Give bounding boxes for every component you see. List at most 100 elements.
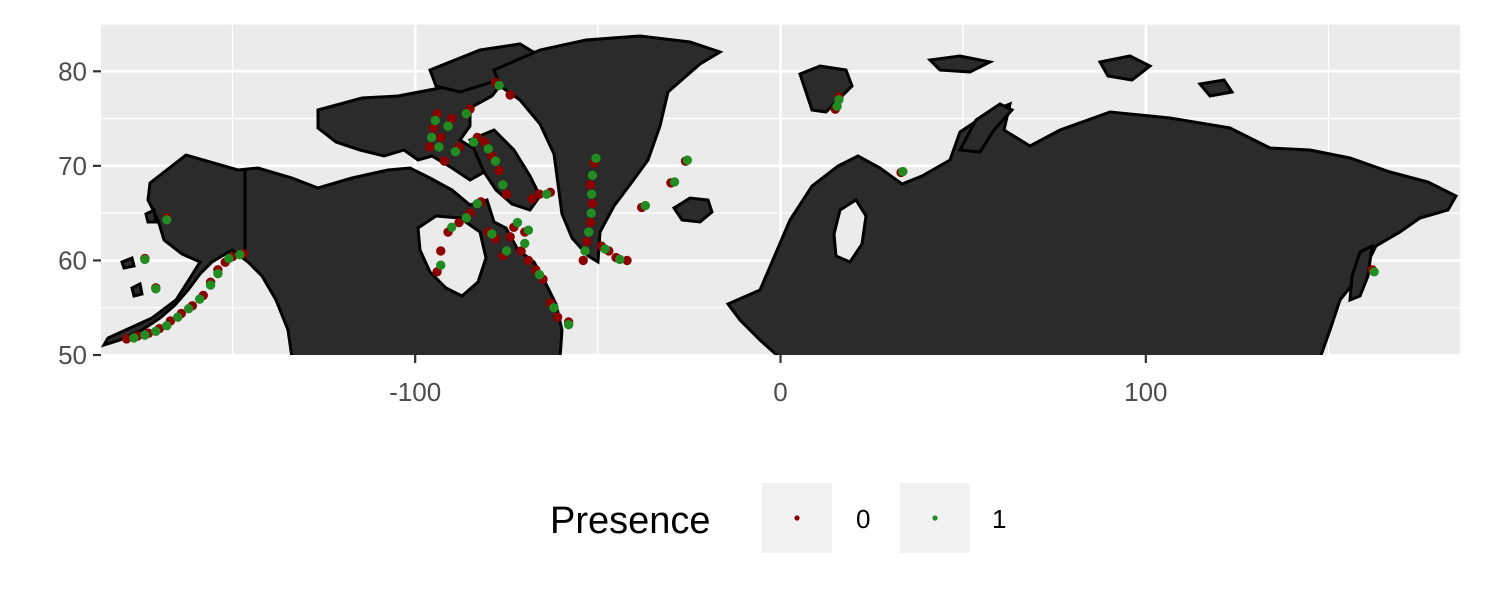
presence-point-1 [498,180,508,190]
presence-point-0 [552,312,563,322]
presence-point-1 [490,156,501,166]
presence-point-1 [615,254,625,265]
presence-point-1 [682,155,693,165]
presence-point-1 [587,170,598,181]
presence-point-0 [516,246,526,256]
presence-point-0 [428,123,439,133]
presence-point-1 [426,132,437,143]
eurasia-landmass [725,101,1459,355]
presence-point-1 [430,115,440,126]
presence-point-1 [183,303,194,314]
presence-point-1 [834,94,844,105]
presence-point-0 [505,232,515,242]
presence-point-1 [586,208,596,218]
kamchatka [1348,243,1374,303]
presence-point-1 [436,260,446,270]
presence-point-0 [582,236,592,247]
presence-point-1 [580,246,590,256]
aleutian-islands [120,207,158,298]
presence-point-0 [436,246,446,256]
legend: Presence 0 1 [550,483,1006,553]
presence-point-1 [447,222,457,233]
presence-point-1 [443,121,453,131]
presence-point-1 [461,213,472,223]
presence-point-0 [436,132,446,143]
x-tick-label: -100 [389,377,441,407]
y-tick-label: 50 [58,340,87,370]
presence-point-1 [523,225,534,235]
presence-point-1 [494,80,504,91]
presence-point-1 [487,229,497,239]
presence-point-1 [151,326,161,337]
presence-point-1 [151,284,161,294]
y-tick-label: 70 [58,151,87,181]
presence-point-1 [235,250,245,260]
legend-label-1: 1 [992,504,1006,534]
presence-point-0 [447,113,457,124]
presence-point-1 [501,246,512,256]
presence-point-1 [512,217,523,228]
presence-point-1 [591,153,601,163]
presence-point-1 [129,333,139,343]
hudson-bay [416,214,488,298]
presence-point-0 [494,165,504,176]
presence-point-0 [585,180,596,190]
presence-point-1 [549,303,559,313]
presence-point-1 [1369,267,1379,277]
presence-point-0 [585,217,596,228]
greenland [492,34,724,265]
presence-point-1 [173,312,183,322]
presence-point-1 [563,320,574,330]
presence-point-0 [578,255,588,266]
iceland [671,196,714,224]
presence-point-0 [425,142,435,152]
axis-ticks: -100 0 100 50 60 70 80 [58,56,1167,407]
presence-point-1 [600,244,610,254]
presence-point-1 [483,144,493,154]
presence-point-0 [527,194,537,204]
presence-point-1 [224,253,234,264]
presence-point-1 [584,227,594,237]
legend-title: Presence [550,500,711,542]
presence-point-1 [520,238,530,249]
baltic-sea [832,197,868,264]
presence-point-1 [450,146,461,157]
presence-point-1 [534,269,545,280]
presence-point-1 [472,198,482,209]
presence-point-1 [669,177,680,187]
presence-point-1 [140,254,150,265]
presence-point-0 [501,189,512,199]
presence-point-0 [523,255,534,266]
legend-key-dot-0 [794,515,800,521]
novaya-zemlya [957,102,1015,154]
presence-point-1 [434,142,444,152]
presence-point-1 [586,189,597,199]
presence-point-1 [194,294,205,304]
legend-key-dot-1 [932,515,938,521]
presence-point-0 [454,217,464,228]
x-tick-label: 0 [773,377,787,407]
x-tick-label: 100 [1124,377,1167,407]
arctic-islands [926,54,1235,98]
y-tick-label: 60 [58,245,87,275]
presence-point-1 [213,268,223,279]
presence-point-0 [587,198,598,209]
north-america-landmass [101,153,564,355]
presence-point-1 [898,166,908,177]
presence-point-1 [162,320,172,331]
presence-points [121,77,1379,344]
presence-point-1 [162,215,172,225]
y-tick-label: 80 [58,56,87,86]
presence-point-1 [640,200,651,211]
presence-point-1 [461,109,472,119]
presence-point-1 [541,189,552,199]
presence-point-0 [505,90,515,100]
legend-label-0: 0 [856,504,870,534]
presence-point-1 [205,280,216,290]
presence-point-0 [439,156,450,166]
presence-point-1 [468,137,479,147]
land-layer [101,34,1459,355]
presence-point-1 [140,330,150,340]
